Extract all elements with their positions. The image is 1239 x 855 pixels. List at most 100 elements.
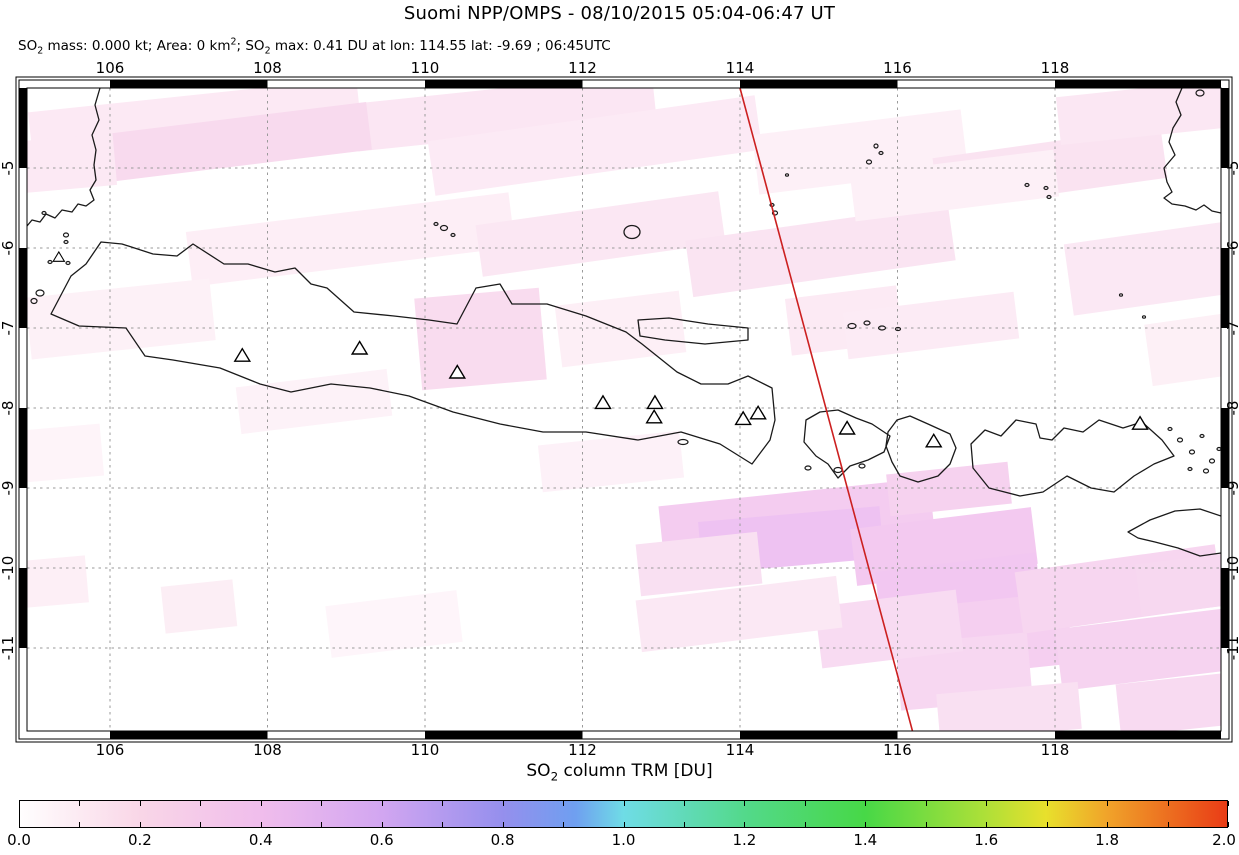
colorbar-tick	[1107, 822, 1109, 827]
colorbar-tick	[744, 822, 746, 827]
colorbar-tick	[986, 801, 988, 806]
colorbar-tick-label: 1.6	[974, 831, 999, 849]
lat-tick-label-left: -8	[0, 400, 17, 416]
lat-tick-label-right: -10	[1224, 555, 1239, 581]
colorbar-tick	[200, 801, 202, 806]
lon-tick-label-bottom: 108	[253, 741, 282, 759]
colorbar-tick	[79, 801, 81, 806]
lon-tick-label-bottom: 112	[568, 741, 597, 759]
lon-tick-label-top: 112	[568, 59, 597, 77]
map-plot	[15, 76, 1233, 743]
colorbar-tick	[381, 822, 383, 827]
colorbar-tick	[139, 801, 141, 806]
island-bali	[803, 409, 891, 479]
colorbar-tick	[1228, 822, 1229, 827]
colorbar-tick	[200, 822, 202, 827]
lon-tick-label-top: 116	[883, 59, 912, 77]
colorbar-tick	[744, 801, 746, 806]
colorbar-tick	[1046, 822, 1048, 827]
lon-tick-label-bottom: 110	[410, 741, 440, 759]
lat-tick-label-left: -5	[0, 160, 17, 176]
colorbar-tick	[804, 801, 806, 806]
colorbar-tick-label: 0.8	[490, 831, 515, 849]
lon-tick-label-top: 118	[1040, 59, 1070, 77]
lat-tick-label-right: -8	[1224, 400, 1239, 416]
colorbar-tick	[804, 822, 806, 827]
graticule-gridlines	[27, 88, 1221, 731]
colorbar-tick	[623, 801, 625, 806]
colorbar-tick-label: 0.2	[127, 831, 152, 849]
colorbar-tick-label: 1.2	[732, 831, 757, 849]
lat-tick-label-right: -5	[1224, 160, 1239, 176]
colorbar-tick-label: 1.4	[853, 831, 878, 849]
island-sumbawa	[970, 419, 1175, 497]
colorbar-tick	[563, 801, 565, 806]
island-bawean	[623, 224, 641, 240]
colorbar-tick	[442, 822, 444, 827]
lon-tick-label-bottom: 118	[1040, 741, 1070, 759]
lat-tick-label-right: -7	[1224, 320, 1239, 336]
colorbar-tick	[321, 822, 323, 827]
coastline-java	[50, 241, 776, 465]
orbit-edge-line	[739, 88, 914, 731]
colorbar-tick	[1167, 822, 1169, 827]
lat-tick-label-left: -10	[0, 555, 17, 581]
colorbar-tick	[321, 801, 323, 806]
colorbar-tick-label: 1.8	[1095, 831, 1120, 849]
so2-swath-patches	[27, 88, 1221, 731]
coastline-sulawesi	[1163, 88, 1221, 214]
lon-tick-label-top: 108	[253, 59, 282, 77]
figure-title: Suomi NPP/OMPS - 08/10/2015 05:04-06:47 …	[403, 3, 836, 24]
lat-tick-label-left: -7	[0, 320, 17, 336]
coastline-sumatra	[27, 88, 101, 227]
volcano-markers	[52, 250, 1149, 448]
lat-tick-label-right: -6	[1224, 240, 1239, 256]
colorbar-tick	[260, 822, 262, 827]
lon-tick-label-bottom: 116	[883, 741, 912, 759]
colorbar-tick	[865, 822, 867, 827]
colorbar-tick	[683, 822, 685, 827]
colorbar-tick	[1046, 801, 1048, 806]
colorbar-tick	[502, 801, 504, 806]
colorbar-tick	[683, 801, 685, 806]
lat-tick-label-left: -9	[0, 480, 17, 496]
colorbar-tick-label: 0.4	[248, 831, 273, 849]
colorbar-tick	[925, 801, 927, 806]
lon-tick-label-top: 106	[95, 59, 125, 77]
colorbar-tick-label: 0.6	[369, 831, 394, 849]
colorbar-tick	[79, 822, 81, 827]
island-lombok	[885, 415, 957, 483]
colorbar-tick	[623, 822, 625, 827]
so2-stats-line: SO2 mass: 0.000 kt; Area: 0 km2; SO2 max…	[18, 36, 611, 57]
colorbar-tick	[260, 801, 262, 806]
colorbar-tick	[563, 822, 565, 827]
lon-tick-label-bottom: 114	[725, 741, 755, 759]
colorbar-tick	[1228, 801, 1229, 806]
island-sumba	[1127, 508, 1221, 557]
colorbar-tick	[502, 822, 504, 827]
lat-tick-label-right: -9	[1224, 480, 1239, 496]
map-frame-border	[15, 76, 1233, 743]
colorbar-tick	[925, 822, 927, 827]
colorbar-tick	[19, 822, 20, 827]
colorbar-tick-label: 2.0	[1212, 831, 1236, 849]
colorbar-tick	[1107, 801, 1109, 806]
lat-tick-label-right: -11	[1224, 635, 1239, 661]
colorbar-tick	[865, 801, 867, 806]
lon-tick-label-top: 110	[410, 59, 440, 77]
colorbar-tick	[1167, 801, 1169, 806]
colorbar-tick	[381, 801, 383, 806]
lon-tick-label-top: 114	[725, 59, 755, 77]
lon-tick-label-bottom: 106	[95, 741, 125, 759]
colorbar-title: SO2 column TRM [DU]	[526, 761, 713, 784]
colorbar-tick-label: 0.0	[7, 831, 31, 849]
lat-tick-label-left: -11	[0, 635, 17, 661]
colorbar-tick	[986, 822, 988, 827]
island-madura	[637, 317, 749, 345]
colorbar-tick-label: 1.0	[611, 831, 636, 849]
colorbar-tick	[19, 801, 20, 806]
colorbar-tick	[442, 801, 444, 806]
colorbar-tick	[139, 822, 141, 827]
lat-tick-label-left: -6	[0, 240, 17, 256]
